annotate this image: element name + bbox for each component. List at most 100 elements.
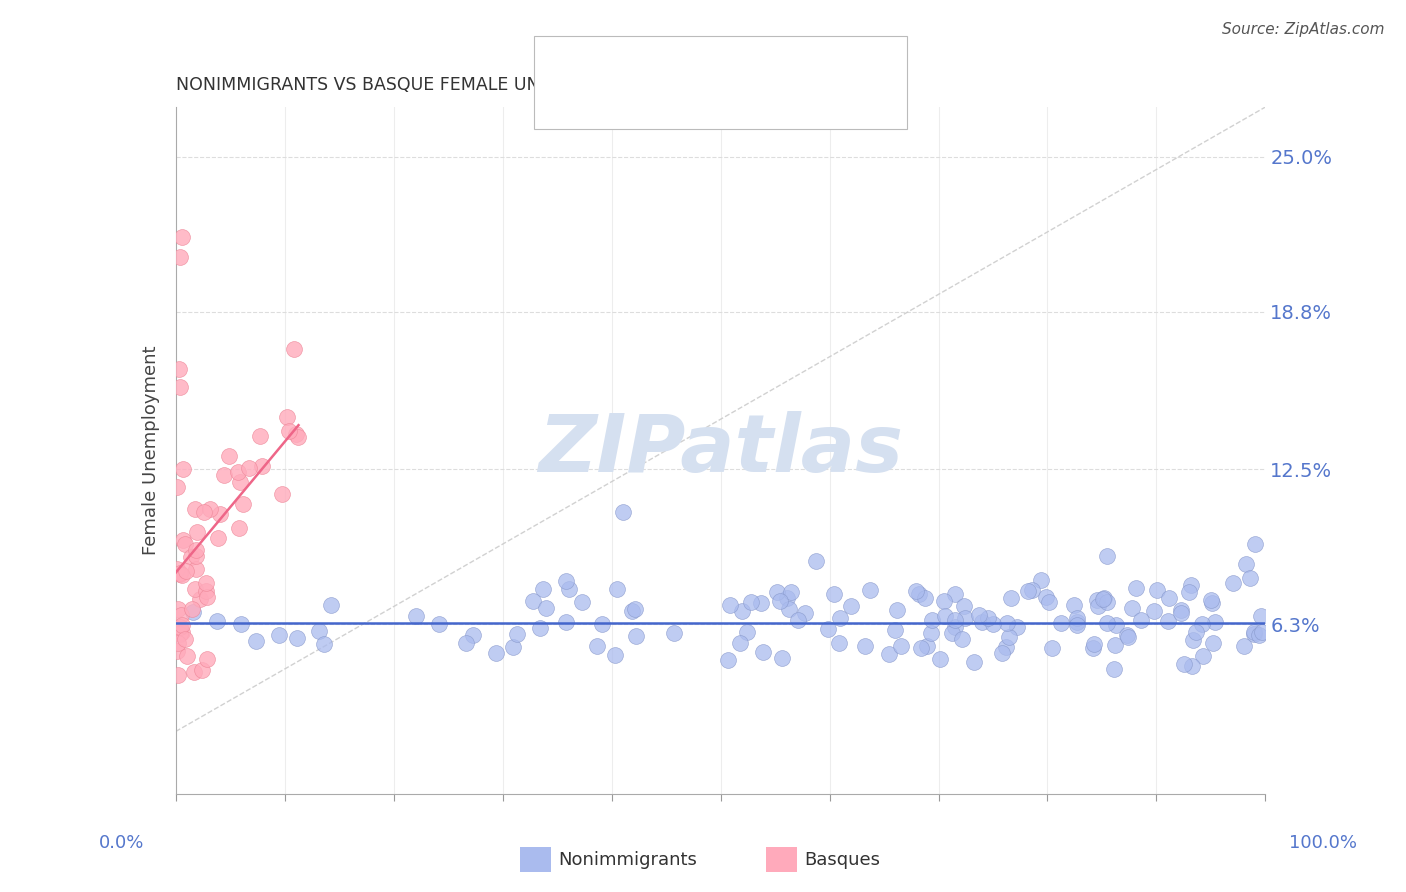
Point — [1125, 581, 1147, 595]
Point — [194, 583, 217, 598]
Point — [624, 629, 647, 643]
Point — [787, 614, 810, 628]
Point — [529, 621, 551, 635]
Point — [170, 230, 193, 244]
Point — [232, 497, 254, 511]
Point — [1104, 639, 1126, 653]
Point — [970, 615, 993, 629]
Point — [662, 626, 685, 640]
Point — [1115, 628, 1137, 642]
Point — [502, 640, 524, 654]
Point — [186, 524, 208, 539]
Point — [172, 624, 194, 639]
Point — [1049, 615, 1071, 630]
Point — [1243, 625, 1265, 640]
Text: Nonimmigrants: Nonimmigrants — [558, 851, 697, 869]
Point — [853, 639, 876, 653]
Point — [1092, 592, 1115, 607]
Point — [169, 620, 191, 634]
Point — [194, 575, 217, 590]
Point — [720, 598, 742, 612]
Point — [269, 628, 291, 642]
Point — [624, 601, 647, 615]
Point — [180, 601, 202, 615]
Point — [176, 649, 198, 664]
Point — [1170, 603, 1192, 617]
Point — [962, 655, 984, 669]
Text: 145: 145 — [785, 60, 821, 79]
Point — [191, 663, 214, 677]
Point — [184, 562, 207, 576]
Point — [603, 648, 626, 662]
Point — [1000, 591, 1022, 605]
Point — [181, 605, 204, 619]
Point — [735, 625, 758, 640]
Point — [287, 430, 309, 444]
Text: 0.0%: 0.0% — [98, 834, 143, 852]
Point — [1182, 632, 1205, 647]
Point — [209, 508, 232, 522]
Point — [1066, 610, 1088, 624]
Point — [485, 646, 508, 660]
Point — [169, 380, 191, 394]
Point — [172, 533, 194, 548]
Point — [967, 608, 990, 623]
Point — [463, 627, 485, 641]
Point — [1142, 604, 1164, 618]
Y-axis label: Female Unemployment: Female Unemployment — [142, 346, 160, 555]
Point — [250, 459, 273, 474]
Point — [1233, 640, 1256, 654]
Point — [928, 652, 950, 666]
Point — [606, 582, 628, 597]
Point — [195, 590, 218, 604]
Point — [1038, 595, 1060, 609]
Point — [180, 549, 202, 564]
Point — [717, 653, 740, 667]
Point — [166, 644, 188, 658]
Point — [249, 428, 271, 442]
Point — [1081, 641, 1104, 656]
Point — [752, 645, 775, 659]
Point — [780, 585, 803, 599]
Point — [183, 665, 205, 679]
Point — [1021, 582, 1043, 597]
Text: N =: N = — [738, 94, 778, 112]
Point — [1017, 583, 1039, 598]
Point — [169, 626, 191, 640]
Point — [1095, 615, 1118, 630]
Point — [769, 593, 792, 607]
Point — [839, 599, 862, 613]
Point — [1170, 606, 1192, 620]
Text: Basques: Basques — [804, 851, 880, 869]
Point — [287, 632, 309, 646]
Point — [1146, 582, 1168, 597]
Point — [1250, 609, 1272, 624]
Point — [952, 599, 974, 613]
Point — [169, 566, 191, 581]
Point — [308, 624, 330, 638]
Point — [904, 583, 927, 598]
Point — [283, 343, 305, 357]
Point — [571, 595, 593, 609]
Point — [806, 554, 828, 568]
Point — [1118, 631, 1140, 645]
Point — [879, 648, 901, 662]
Point — [285, 426, 308, 441]
Point — [890, 639, 912, 653]
Point — [169, 566, 191, 581]
Point — [1130, 613, 1153, 627]
Point — [172, 462, 194, 476]
Point — [585, 639, 607, 653]
Point — [193, 505, 215, 519]
Point — [917, 639, 939, 653]
Point — [314, 637, 336, 651]
Point — [200, 501, 222, 516]
Point — [1157, 614, 1180, 628]
Point — [1180, 578, 1202, 592]
Point — [1185, 625, 1208, 640]
Point — [167, 362, 190, 376]
Point — [749, 596, 772, 610]
Point — [817, 622, 839, 636]
Point — [1121, 601, 1143, 615]
Point — [174, 537, 197, 551]
